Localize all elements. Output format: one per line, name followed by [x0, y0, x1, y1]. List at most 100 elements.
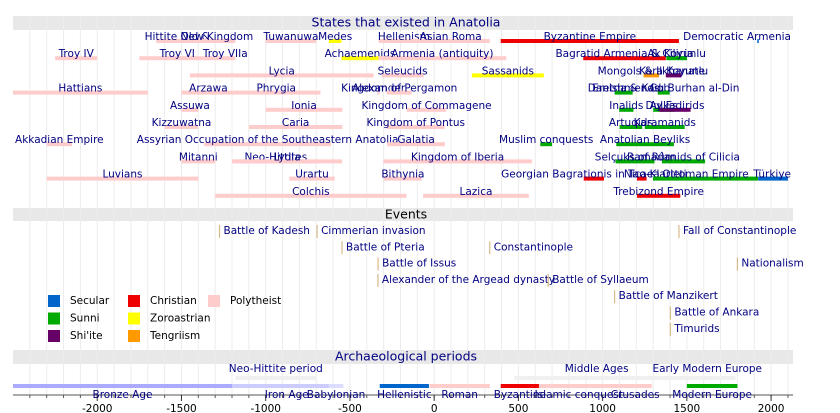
- state-bar: [643, 73, 660, 78]
- event-label: Cimmerian invasion: [321, 225, 426, 237]
- state-bar: [661, 90, 670, 95]
- period-label: Babylonian: [307, 389, 366, 401]
- x-tick-label: -1500: [166, 403, 197, 413]
- state-label: Dulkadirids: [646, 100, 705, 112]
- period-bar: [328, 384, 344, 388]
- legend-swatch: [48, 330, 60, 342]
- period-bar: [514, 376, 679, 380]
- x-tick-label: 500: [508, 403, 528, 413]
- state-bar: [387, 142, 445, 147]
- state-label: Akkadian Empire: [15, 134, 104, 146]
- state-bar: [139, 56, 216, 61]
- state-label: Troy IV: [58, 48, 95, 60]
- state-bar: [411, 39, 490, 43]
- event-label: Battle of Pteria: [346, 241, 425, 253]
- x-tick-label: 0: [431, 403, 438, 413]
- event-label: Alexander of the Argead dynasty: [382, 274, 555, 286]
- event-label: Nationalism: [741, 258, 803, 270]
- state-label: Assuwa: [170, 100, 210, 112]
- state-bar: [378, 39, 430, 43]
- periods-title: Archaeological periods: [335, 349, 477, 364]
- state-label: Selçuks of Rûm: [595, 151, 676, 163]
- state-bar: [758, 176, 788, 181]
- state-label: Hattians: [58, 83, 102, 95]
- period-label: Hellenistic: [377, 389, 432, 401]
- event-label: Battle of Issus: [382, 258, 456, 270]
- state-label: Türkiye: [752, 169, 791, 181]
- state-bar: [189, 73, 374, 78]
- legend-label: Sunni: [70, 313, 100, 325]
- legend-swatch: [128, 330, 140, 342]
- state-bar: [289, 176, 335, 181]
- period-bar: [379, 384, 429, 388]
- state-label: Danishmends: [588, 83, 660, 95]
- state-label: Tuwanuwa: [263, 31, 319, 43]
- state-label: Mitanni: [179, 151, 218, 163]
- state-label: Galatia: [397, 134, 434, 146]
- state-bar: [215, 193, 407, 198]
- state-bar: [383, 159, 532, 164]
- state-bar: [378, 56, 507, 61]
- state-label: Muslim conquests: [499, 134, 593, 146]
- event-label: Timurids: [673, 323, 719, 335]
- state-label: Arzawa: [189, 83, 227, 95]
- legend-swatch: [128, 312, 140, 325]
- state-label: Eretna & Kadı Burhan al-Din: [592, 83, 739, 95]
- state-label: Sassanids: [482, 65, 534, 77]
- legend-label: Zoroastrian: [150, 313, 210, 325]
- state-bar: [471, 73, 544, 78]
- period-bar: [618, 384, 652, 388]
- state-label: Karamanids: [634, 117, 696, 129]
- state-bar: [164, 125, 199, 129]
- state-label: Bagratid Armenia & Cilicia: [555, 48, 693, 60]
- state-label: Lazica: [459, 186, 492, 198]
- x-tick-label: 1500: [673, 403, 700, 413]
- period-label: Bronze Age: [93, 389, 153, 401]
- state-bar: [198, 39, 236, 43]
- state-bar: [386, 125, 445, 129]
- state-label: Urartu: [295, 169, 329, 181]
- states-band: [13, 16, 793, 30]
- state-bar: [156, 39, 199, 43]
- state-label: Medes: [318, 31, 352, 43]
- state-label: Lydia: [274, 151, 301, 163]
- state-bar: [181, 159, 216, 164]
- state-bar: [265, 107, 343, 112]
- x-tick-label: 2000: [758, 403, 785, 413]
- state-bar: [386, 90, 412, 95]
- period-bar: [538, 384, 619, 388]
- state-bar: [616, 142, 674, 147]
- event-label: Battle of Ankara: [674, 307, 759, 319]
- state-label: Kingdom of Iberia: [411, 151, 504, 163]
- period-label: Early Modern Europe: [652, 363, 762, 375]
- state-bar: [215, 56, 236, 61]
- state-bar: [653, 176, 758, 181]
- state-bar: [619, 125, 643, 129]
- grid: [29, 16, 789, 395]
- event-label: Battle of Kadesh: [224, 225, 310, 237]
- periods-band: [13, 350, 793, 364]
- period-bar: [235, 376, 317, 380]
- state-bar: [55, 56, 98, 61]
- state-bar: [381, 73, 424, 78]
- state-bar: [619, 107, 634, 112]
- state-bar: [232, 90, 321, 95]
- x-tick-label: 1000: [589, 403, 616, 413]
- state-bar: [384, 176, 422, 181]
- state-bar: [665, 73, 682, 78]
- period-label: Neo-Hittite period: [229, 363, 323, 375]
- state-bar: [614, 90, 633, 95]
- state-label: Ottoman Empire: [662, 169, 749, 181]
- state-bar: [666, 56, 688, 61]
- state-bar: [615, 159, 655, 164]
- event-label: Battle of Manzikert: [619, 290, 718, 302]
- period-label: Roman: [441, 389, 478, 401]
- state-label: Ionia: [291, 100, 317, 112]
- period-label: Iron Age: [265, 389, 309, 401]
- legend-label: Secular: [70, 295, 110, 307]
- state-label: Troy VIIa: [202, 48, 248, 60]
- period-label: Crusades: [611, 389, 660, 401]
- state-label: Kizzuwatna: [152, 117, 212, 129]
- state-bar: [644, 125, 685, 129]
- period-label: Modern Europe: [672, 389, 752, 401]
